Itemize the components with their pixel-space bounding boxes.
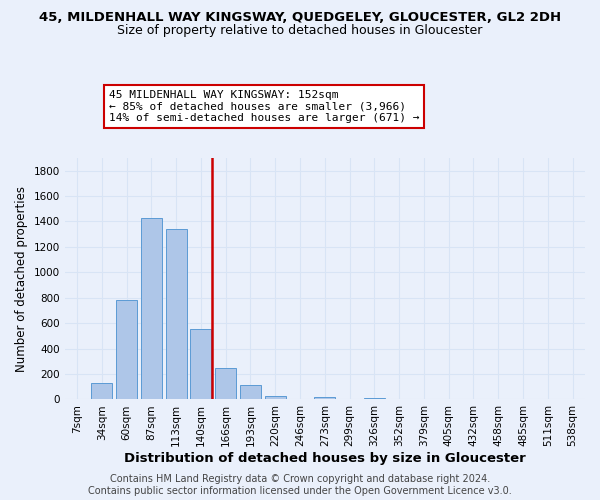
Bar [314,397,335,400]
Bar [265,396,286,400]
Bar [91,383,112,400]
Text: 45, MILDENHALL WAY KINGSWAY, QUEDGELEY, GLOUCESTER, GL2 2DH: 45, MILDENHALL WAY KINGSWAY, QUEDGELEY, … [39,11,561,24]
Bar [116,300,137,400]
Bar [141,218,162,400]
Bar [166,229,187,400]
Text: Size of property relative to detached houses in Gloucester: Size of property relative to detached ho… [118,24,482,37]
Bar [364,398,385,400]
Y-axis label: Number of detached properties: Number of detached properties [15,186,28,372]
Text: Contains HM Land Registry data © Crown copyright and database right 2024.
Contai: Contains HM Land Registry data © Crown c… [88,474,512,496]
Text: 45 MILDENHALL WAY KINGSWAY: 152sqm
← 85% of detached houses are smaller (3,966)
: 45 MILDENHALL WAY KINGSWAY: 152sqm ← 85%… [109,90,419,124]
Bar [190,329,211,400]
X-axis label: Distribution of detached houses by size in Gloucester: Distribution of detached houses by size … [124,452,526,465]
Bar [215,368,236,400]
Bar [240,386,261,400]
